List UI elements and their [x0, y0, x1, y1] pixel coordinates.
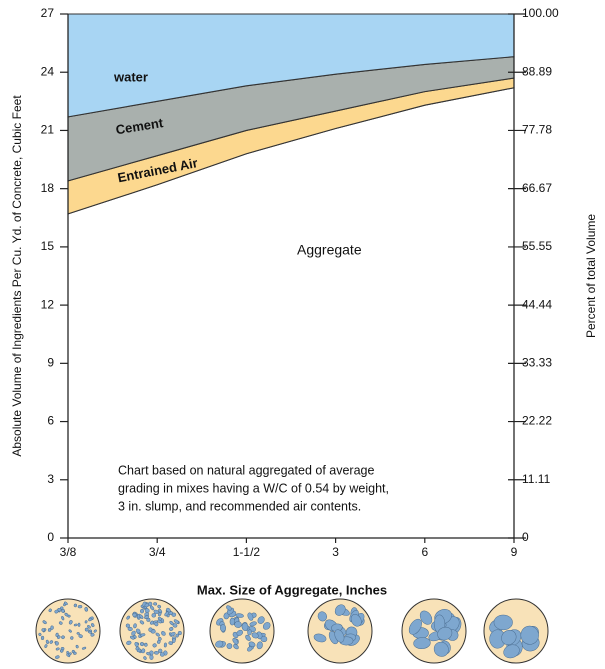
y-tick-label: 3 — [47, 472, 54, 486]
aggregate-stone — [234, 621, 241, 628]
aggregate-stone — [42, 628, 45, 631]
aggregate-stone — [85, 628, 89, 631]
y2-tick-label: 88.89 — [522, 64, 552, 78]
area-label: Aggregate — [297, 242, 362, 258]
x-tick-label: 1-1/2 — [233, 545, 261, 559]
y-tick-label: 24 — [41, 64, 55, 78]
annotation: grading in mixes having a W/C of 0.54 by… — [118, 481, 389, 495]
aggregate-stone — [150, 655, 154, 660]
area-label: water — [113, 69, 148, 84]
aggregate-stone — [78, 623, 80, 627]
aggregate-stone — [154, 651, 159, 654]
y2-tick-label: 44.44 — [522, 297, 552, 311]
aggregate-stone — [148, 627, 152, 631]
aggregate-stone — [169, 612, 173, 615]
x-tick-label: 3/8 — [60, 545, 77, 559]
y2-tick-label: 22.22 — [522, 414, 552, 428]
aggregate-stone — [227, 643, 232, 648]
chart: Absolute Volume of Ingredients Per Cu. Y… — [0, 0, 605, 669]
y-tick-label: 0 — [47, 530, 54, 544]
y-tick-label: 12 — [41, 297, 55, 311]
aggregate-stone — [494, 615, 513, 630]
y-tick-label: 27 — [41, 6, 55, 20]
y2-tick-label: 100.00 — [522, 6, 559, 20]
y-tick-label: 15 — [41, 239, 55, 253]
aggregate-stone — [164, 643, 167, 647]
x-axis-label: Max. Size of Aggregate, Inches — [197, 582, 387, 597]
aggregate-stone — [153, 602, 157, 605]
aggregate-stone — [61, 609, 65, 613]
aggregate-stone — [220, 624, 226, 631]
aggregate-stone — [74, 604, 77, 608]
y-tick-label: 21 — [41, 123, 55, 137]
annotation: Chart based on natural aggregated of ave… — [118, 463, 374, 477]
y2-tick-label: 66.67 — [522, 181, 552, 195]
aggregate-stone — [140, 609, 144, 613]
y2-tick-label: 55.55 — [522, 239, 552, 253]
annotation: 3 in. slump, and recommended air content… — [118, 499, 361, 513]
aggregate-stone — [160, 652, 164, 656]
x-tick-label: 9 — [511, 545, 518, 559]
aggregate-stone — [48, 628, 51, 632]
x-tick-label: 6 — [421, 545, 428, 559]
y-tick-label: 9 — [47, 356, 54, 370]
y-axis-label: Absolute Volume of Ingredients Per Cu. Y… — [10, 95, 24, 457]
y-tick-label: 6 — [47, 414, 54, 428]
aggregate-stone — [70, 636, 73, 639]
x-tick-label: 3/4 — [149, 545, 166, 559]
x-tick-label: 3 — [332, 545, 339, 559]
aggregate-stone — [128, 627, 133, 631]
y2-tick-label: 0 — [522, 530, 529, 544]
aggregate-stone — [230, 618, 235, 625]
y2-tick-label: 11.11 — [522, 472, 551, 486]
y2-tick-label: 33.33 — [522, 356, 552, 370]
aggregate-stone — [41, 636, 44, 640]
aggregate-stone — [73, 652, 76, 655]
y2-tick-label: 77.78 — [522, 123, 552, 137]
y-tick-label: 18 — [41, 181, 55, 195]
y2-axis-label: Percent of total Volume — [584, 214, 598, 338]
aggregate-stone — [144, 643, 148, 647]
aggregate-stone — [78, 605, 82, 608]
aggregate-stone — [55, 642, 58, 646]
